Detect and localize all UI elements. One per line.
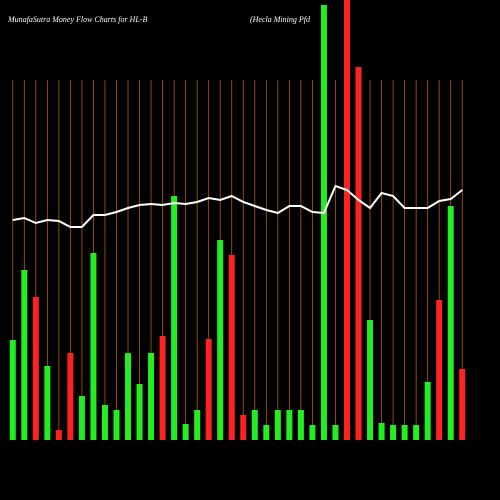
bar xyxy=(148,353,155,440)
bar xyxy=(332,425,339,440)
bar xyxy=(378,423,385,440)
bar xyxy=(182,424,189,440)
bar xyxy=(101,405,108,440)
bar xyxy=(320,5,327,440)
bar xyxy=(263,425,270,440)
bar xyxy=(390,425,397,440)
bar xyxy=(21,270,28,440)
bar xyxy=(297,410,304,440)
bar xyxy=(205,339,212,440)
bar xyxy=(459,369,466,440)
bar xyxy=(113,410,120,440)
bar xyxy=(44,366,51,440)
bar xyxy=(401,425,408,440)
bar xyxy=(55,430,62,440)
bar xyxy=(343,0,350,440)
bar xyxy=(32,297,39,440)
bar xyxy=(436,300,443,440)
bar xyxy=(240,415,247,440)
bar xyxy=(424,382,431,440)
bar xyxy=(228,255,235,440)
bar xyxy=(447,206,454,440)
bar xyxy=(309,425,316,440)
bar xyxy=(194,410,201,440)
bar xyxy=(67,353,74,440)
bar xyxy=(136,384,143,440)
money-flow-line xyxy=(12,184,463,228)
bar xyxy=(251,410,258,440)
bar xyxy=(78,396,85,440)
chart-subtitle: (Hecla Mining Pfd xyxy=(250,15,311,24)
bar xyxy=(125,353,132,440)
bar xyxy=(286,410,293,440)
bar xyxy=(159,336,166,440)
bar xyxy=(413,425,420,440)
bar xyxy=(9,340,16,440)
bar xyxy=(355,67,362,440)
bar xyxy=(217,240,224,440)
bar xyxy=(274,410,281,440)
bar xyxy=(90,253,97,440)
chart-title: MunafaSutra Money Flow Charts for HL-B xyxy=(7,15,147,24)
bar xyxy=(171,196,178,440)
bar xyxy=(367,320,374,440)
